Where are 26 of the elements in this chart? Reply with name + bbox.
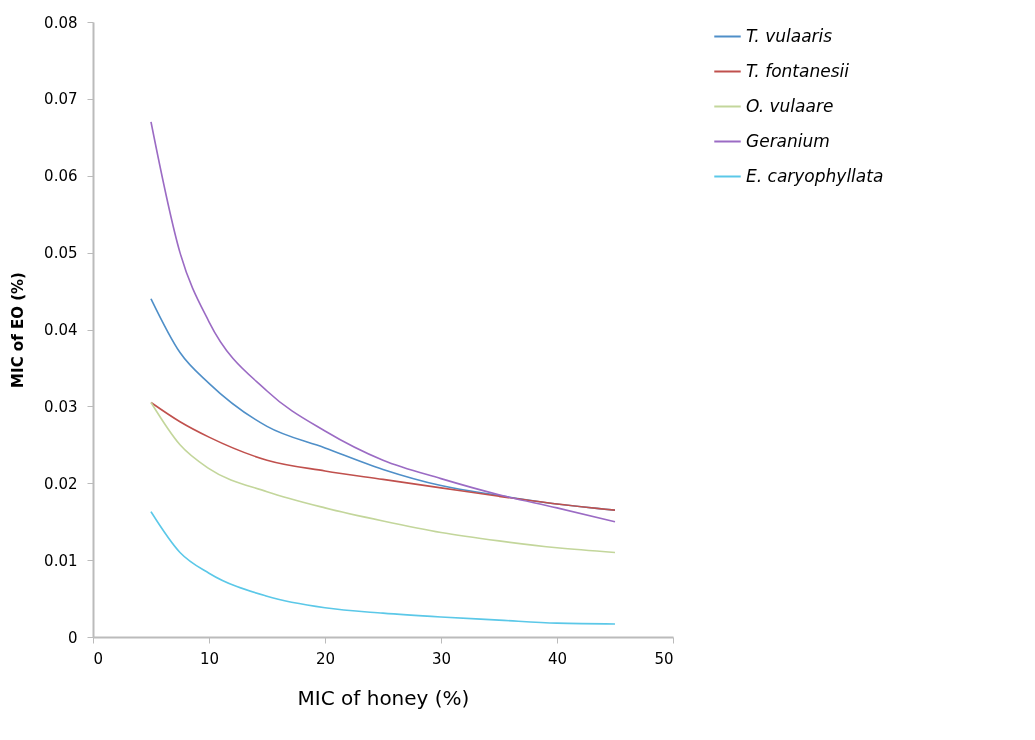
legend-label: T. fontanesii [746,60,850,81]
y-tick-label: 0.06 [44,167,78,186]
line-series [150,401,616,511]
line-series [150,401,616,554]
y-tick-label: 0.07 [44,90,78,109]
legend-label: E. caryophyllata [746,165,884,186]
y-tick-label: 0.04 [44,321,78,339]
legend-label: T. vulaaris [746,25,833,46]
legend-label: Geranium [746,130,830,151]
x-tick-label: 40 [547,649,568,668]
y-axis-title: MIC of EO (%) [9,272,28,388]
x-tick-label: 50 [654,649,674,668]
x-tick-label: 20 [315,649,336,668]
y-tick-label: 0.01 [44,551,78,570]
x-tick-label: 30 [431,649,452,668]
y-tick-label: 0 [67,628,78,647]
legend-label: O. vulaare [746,95,834,116]
x-tick-label: 10 [199,649,220,668]
y-tick-label: 0.02 [44,474,78,493]
line-series [150,121,616,523]
y-tick-label: 0.05 [44,244,78,263]
x-tick-label: 0 [93,649,104,668]
y-tick-label: 0.08 [44,13,78,32]
line-series [150,510,616,625]
y-tick-label: 0.03 [44,397,78,416]
x-axis-title: MIC of honey (%) [297,685,470,710]
